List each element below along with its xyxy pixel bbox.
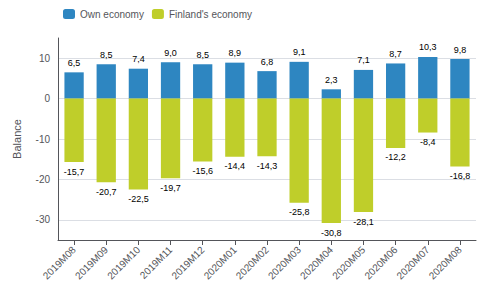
svg-text:2019M08: 2019M08 [41,244,79,282]
svg-text:-30,8: -30,8 [321,228,342,238]
svg-text:-22,5: -22,5 [128,194,149,204]
svg-text:-16,8: -16,8 [450,171,471,181]
svg-text:Finland's economy: Finland's economy [169,9,252,20]
svg-text:10: 10 [39,53,51,64]
svg-text:7,4: 7,4 [132,54,145,64]
svg-text:9,0: 9,0 [164,48,177,58]
svg-text:2019M09: 2019M09 [73,244,111,282]
svg-text:Own economy: Own economy [80,9,144,20]
svg-text:-20: -20 [36,174,51,185]
svg-text:-14,3: -14,3 [257,161,278,171]
svg-text:2020M02: 2020M02 [234,244,272,282]
svg-text:-15,7: -15,7 [64,167,85,177]
svg-text:2020M04: 2020M04 [298,244,336,282]
svg-text:8,5: 8,5 [196,50,209,60]
svg-text:8,9: 8,9 [229,48,242,58]
svg-text:2020M05: 2020M05 [330,244,368,282]
svg-text:-12,2: -12,2 [385,152,406,162]
svg-text:2019M12: 2019M12 [169,244,207,282]
svg-text:-20,7: -20,7 [96,187,117,197]
svg-text:6,5: 6,5 [68,58,81,68]
svg-text:2,3: 2,3 [325,75,338,85]
svg-text:-15,6: -15,6 [192,166,213,176]
svg-text:9,1: 9,1 [293,47,306,57]
svg-text:-28,1: -28,1 [353,217,374,227]
svg-text:2019M10: 2019M10 [105,244,143,282]
svg-text:Balance: Balance [11,119,23,159]
svg-text:0: 0 [44,93,50,104]
svg-text:-10: -10 [36,134,51,145]
svg-text:2020M06: 2020M06 [362,244,400,282]
svg-text:2020M01: 2020M01 [202,244,240,282]
svg-text:6,8: 6,8 [261,57,274,67]
svg-text:2020M08: 2020M08 [427,244,465,282]
svg-text:8,7: 8,7 [389,49,402,59]
svg-text:-14,4: -14,4 [225,161,246,171]
svg-text:-19,7: -19,7 [160,183,181,193]
svg-text:-8,4: -8,4 [420,137,436,147]
svg-text:10,3: 10,3 [419,42,437,52]
svg-text:2020M07: 2020M07 [394,244,432,282]
svg-text:9,8: 9,8 [454,45,467,55]
svg-text:2020M03: 2020M03 [266,244,304,282]
svg-text:-25,8: -25,8 [289,207,310,217]
svg-text:2019M11: 2019M11 [138,244,175,281]
svg-text:-30: -30 [36,214,51,225]
svg-text:7,1: 7,1 [357,55,370,65]
svg-text:8,5: 8,5 [100,50,113,60]
